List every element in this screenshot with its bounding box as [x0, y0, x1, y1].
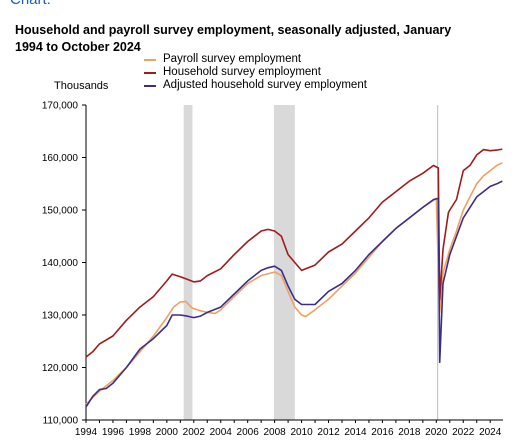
x-tick-label: 2008: [264, 427, 287, 438]
x-tick-label: 2012: [317, 427, 340, 438]
x-tick-label: 1994: [75, 427, 98, 438]
recession-band-1: [183, 105, 193, 420]
legend-item-adjusted-household: Adjusted household survey employment: [144, 79, 367, 92]
legend-item-payroll: Payroll survey employment: [144, 53, 367, 66]
legend-swatch-household: [144, 71, 156, 74]
y-tick-label: 110,000: [43, 416, 79, 427]
legend-item-household: Household survey employment: [144, 66, 367, 79]
x-tick-label: 2024: [479, 427, 502, 438]
x-tick-label: 1996: [102, 427, 125, 438]
top-caption: Chart:: [10, 0, 51, 8]
series-line-adjusted-household: [85, 180, 503, 408]
y-tick-label: 140,000: [42, 258, 79, 269]
y-tick-label: 160,000: [42, 153, 79, 164]
x-tick-label: 1998: [129, 427, 152, 438]
chart-legend: Payroll survey employment Household surv…: [144, 53, 367, 92]
y-axis-unit-label: Thousands: [54, 80, 109, 92]
series-line-household: [85, 148, 503, 358]
recession-band-2: [273, 105, 295, 420]
y-tick-label: 150,000: [42, 206, 79, 217]
chart-title: Household and payroll survey employment,…: [15, 23, 452, 54]
legend-swatch-adjusted-household: [144, 84, 156, 87]
y-tick-label: 170,000: [42, 101, 79, 112]
x-tick-label: 2018: [398, 427, 421, 438]
legend-label-household: Household survey employment: [163, 66, 321, 78]
y-tick-label: 120,000: [42, 363, 79, 374]
legend-label-payroll: Payroll survey employment: [163, 53, 302, 65]
x-tick-label: 2016: [371, 427, 394, 438]
x-tick-label: 2020: [425, 427, 448, 438]
y-tick-label: 130,000: [42, 311, 79, 322]
x-tick-label: 2022: [452, 427, 475, 438]
x-tick-label: 2014: [344, 427, 367, 438]
x-tick-label: 2002: [183, 427, 206, 438]
x-tick-label: 2004: [210, 427, 233, 438]
x-tick-label: 2006: [237, 427, 260, 438]
x-tick-label: 2010: [290, 427, 313, 438]
series-line-payroll: [85, 162, 503, 405]
legend-label-adjusted-household: Adjusted household survey employment: [163, 79, 367, 91]
legend-swatch-payroll: [144, 58, 156, 61]
x-tick-label: 2000: [156, 427, 179, 438]
